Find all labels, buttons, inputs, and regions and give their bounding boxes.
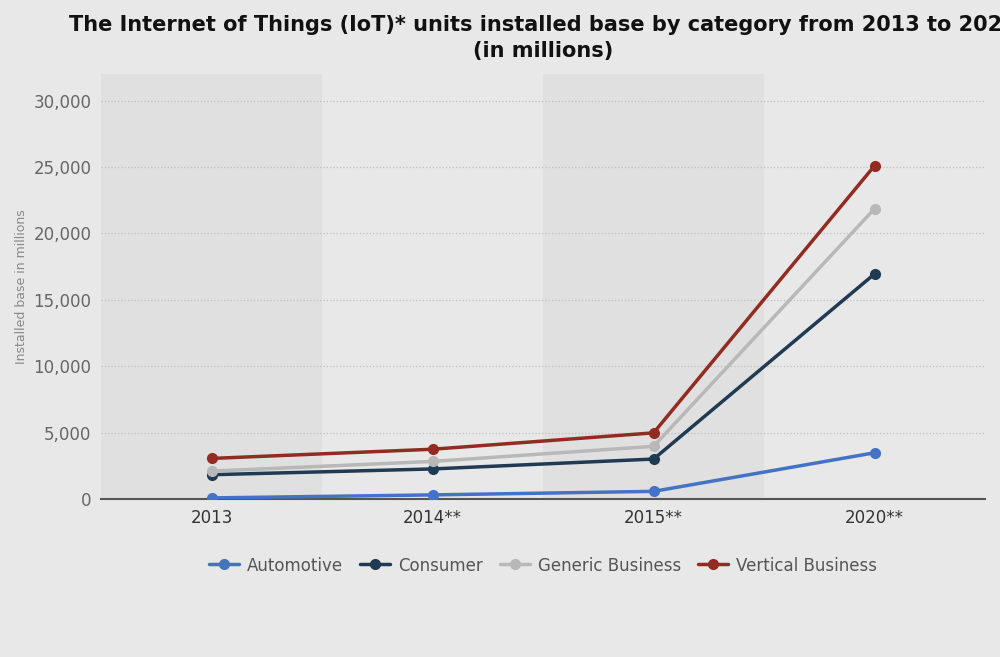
- Consumer: [648, 455, 660, 463]
- Generic Business: [648, 442, 660, 450]
- Bar: [764, 74, 985, 499]
- Legend: Automotive, Consumer, Generic Business, Vertical Business: Automotive, Consumer, Generic Business, …: [202, 550, 884, 581]
- Y-axis label: Installed base in millions: Installed base in millions: [15, 209, 28, 364]
- Bar: [543, 74, 764, 499]
- Automotive: [869, 449, 881, 457]
- Generic Business: [206, 467, 218, 475]
- Generic Business: [869, 205, 881, 213]
- Automotive: [648, 487, 660, 495]
- Consumer: [427, 465, 439, 473]
- Generic Business: [427, 457, 439, 465]
- Title: The Internet of Things (IoT)* units installed base by category from 2013 to 2020: The Internet of Things (IoT)* units inst…: [69, 15, 1000, 61]
- Consumer: [206, 471, 218, 479]
- Vertical Business: [206, 455, 218, 463]
- Line: Automotive: Automotive: [207, 448, 879, 503]
- Bar: [322, 74, 543, 499]
- Consumer: [869, 270, 881, 278]
- Line: Generic Business: Generic Business: [207, 204, 879, 476]
- Vertical Business: [427, 445, 439, 453]
- Automotive: [427, 491, 439, 499]
- Vertical Business: [869, 162, 881, 170]
- Line: Consumer: Consumer: [207, 269, 879, 480]
- Bar: [101, 74, 322, 499]
- Line: Vertical Business: Vertical Business: [207, 161, 879, 463]
- Vertical Business: [648, 429, 660, 437]
- Automotive: [206, 494, 218, 502]
